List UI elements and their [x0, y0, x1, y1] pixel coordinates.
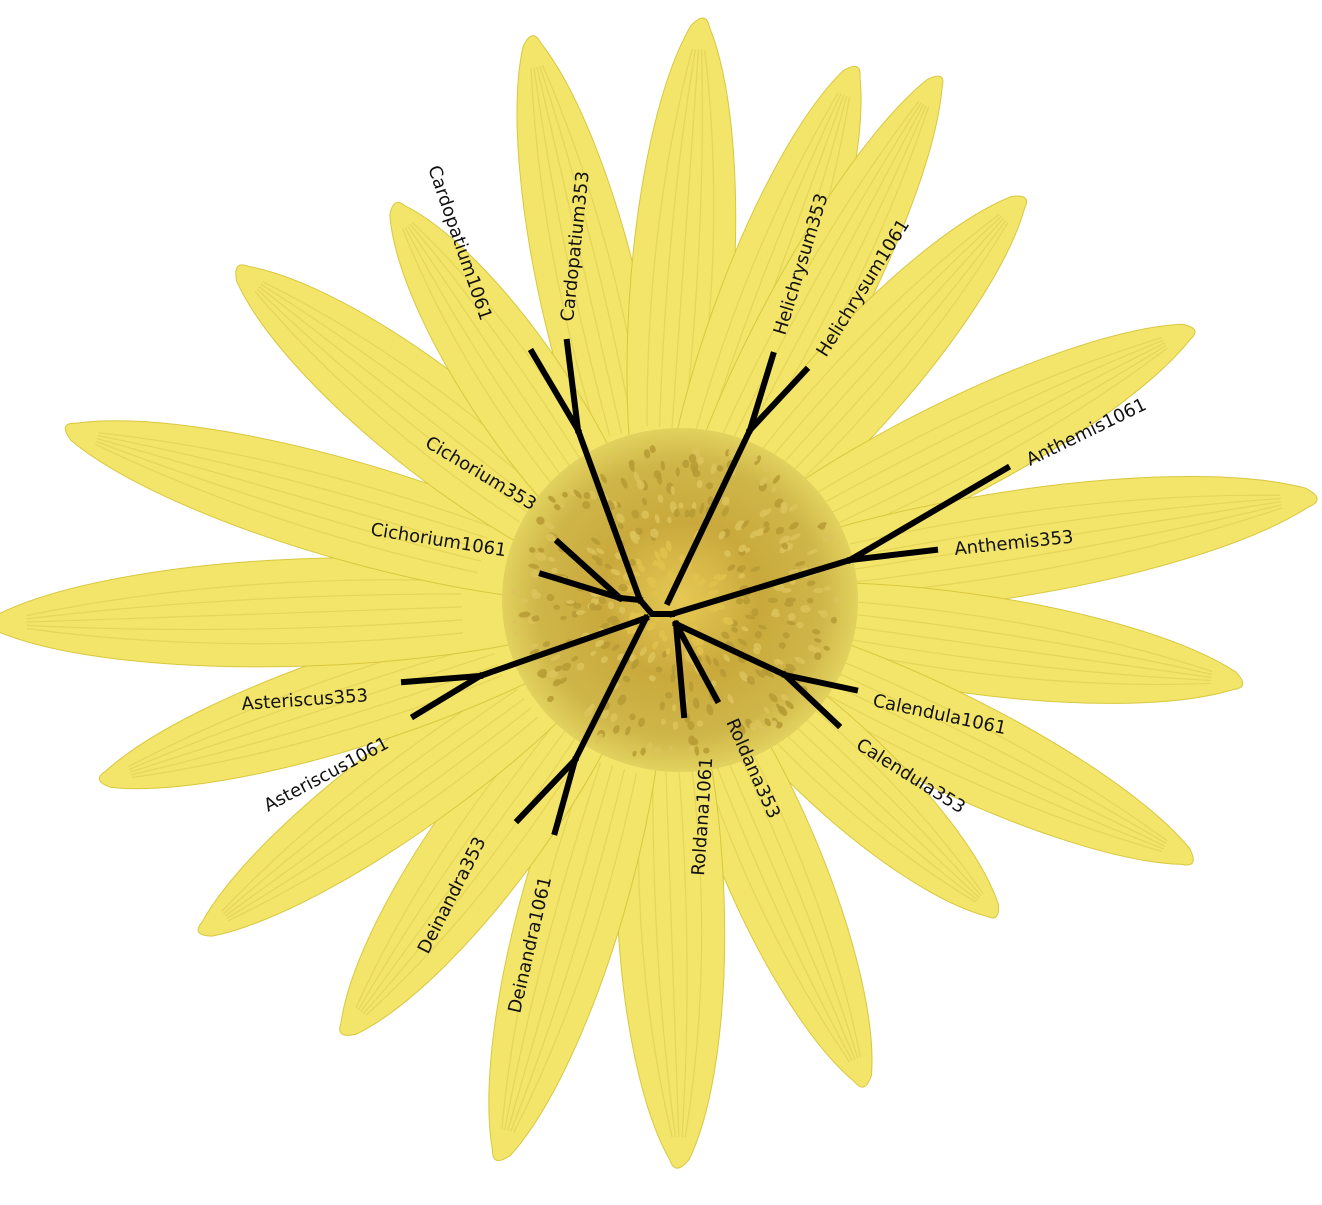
branch-cardopatium1061 [527, 347, 583, 435]
tree-branches [400, 338, 1012, 836]
branch-cardopatium-clade [574, 426, 644, 604]
branch-asteriscus1061 [409, 671, 485, 721]
branch-anthemis-clade [668, 556, 854, 618]
branch-helichrysum353 [746, 351, 777, 434]
branch-anthemis1061 [845, 463, 1012, 565]
branch-asteriscus-clade [476, 614, 650, 680]
branch-deinandra-clade [570, 613, 651, 765]
branch-cichorium-clade [616, 594, 644, 604]
branch-helichrysum1061 [745, 365, 811, 435]
branch-anthemis353 [846, 546, 939, 564]
branch-cichorium353 [553, 537, 625, 603]
branch-cichorium1061 [538, 570, 624, 602]
branch-roldana353 [671, 619, 722, 705]
branch-calendula-clade [672, 620, 789, 679]
branch-cardopatium353 [563, 338, 582, 434]
branch-calendula353 [780, 670, 843, 730]
branch-root-link [635, 595, 675, 617]
branch-deinandra1061 [551, 756, 579, 836]
branch-helichrysum-clade [664, 426, 754, 606]
flower-disc [502, 428, 858, 772]
branch-asteriscus353 [400, 672, 484, 686]
branch-roldana1061 [672, 620, 688, 719]
branch-deinandra353 [513, 755, 580, 825]
branch-calendula1061 [781, 671, 859, 694]
